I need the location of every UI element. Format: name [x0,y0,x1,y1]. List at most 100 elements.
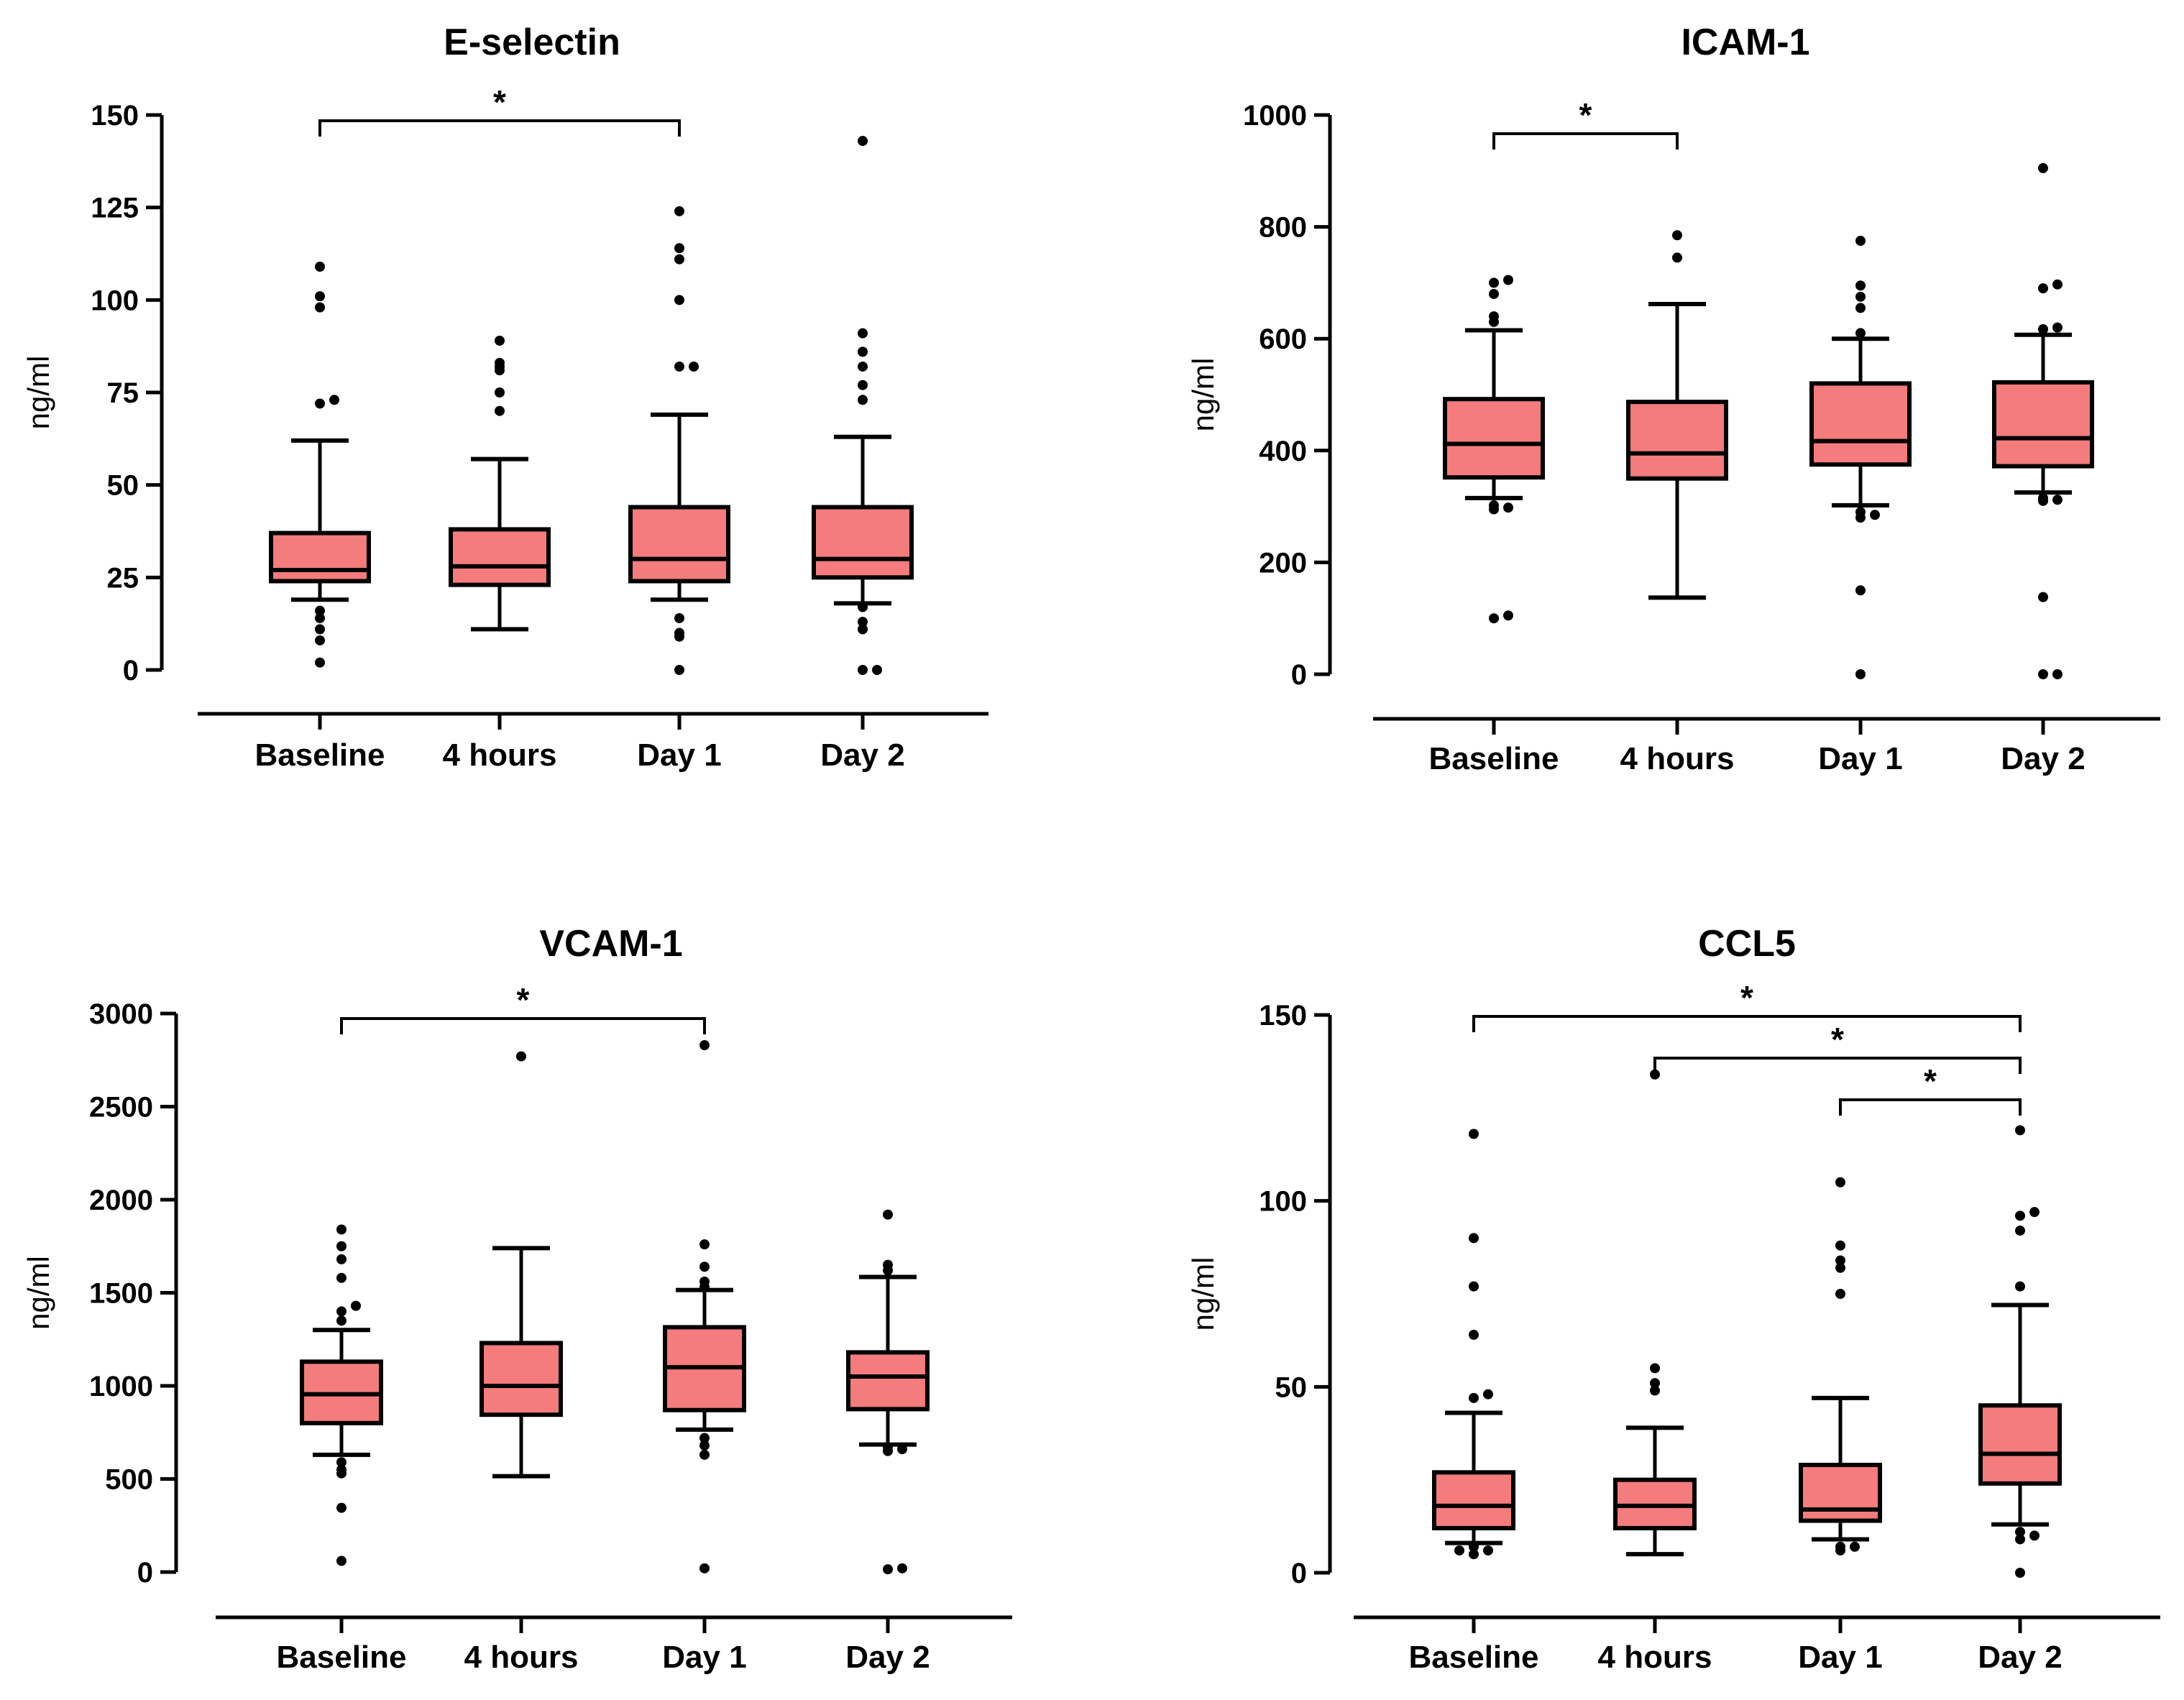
x-tick-label: Baseline [1409,1640,1539,1675]
outlier-point [1489,500,1499,511]
box-day-2 [1992,162,2094,679]
chart-title: E-selectin [444,22,620,63]
significance-star: * [493,83,506,121]
outlier-point [2038,162,2048,173]
outlier-point [2029,1530,2040,1541]
outlier-point [1835,1240,1845,1251]
outlier-point [2038,323,2048,334]
outlier-point [2038,669,2048,679]
outlier-point [495,335,505,346]
outlier-point [2015,1210,2025,1221]
outlier-point [858,602,868,612]
iqr-box [1809,381,1912,467]
outlier-point [699,1262,710,1272]
outlier-point [883,1209,893,1220]
outlier-point [1855,507,1866,518]
outlier-point [336,1306,347,1317]
outlier-point [336,1502,347,1513]
y-tick-label: 0 [123,655,139,686]
y-axis-label: ng/ml [22,356,55,430]
outlier-point [2038,283,2048,294]
y-tick-label: 1500 [89,1278,153,1310]
outlier-point [1855,303,1866,313]
outlier-point [872,665,882,675]
outlier-point [1835,1177,1845,1187]
outlier-point [883,1564,893,1575]
outlier-point [1469,1392,1479,1403]
y-tick-label: 0 [1291,1558,1307,1589]
y-tick-label: 25 [107,562,139,594]
outlier-point [495,357,505,368]
x-tick-label: Day 1 [662,1640,746,1675]
significance-star: * [1924,1062,1937,1100]
outlier-point [315,624,325,635]
outlier-point [1835,1541,1845,1552]
box-baseline [300,1224,383,1566]
y-tick-label: 100 [1259,1186,1307,1218]
box-day-1 [1799,1177,1882,1556]
x-tick-label: Day 2 [1978,1640,2062,1675]
outlier-point [674,612,684,623]
chart-title: CCL5 [1698,923,1796,965]
outlier-point [336,1556,347,1566]
outlier-point [1454,1545,1464,1556]
significance-star: * [1831,1021,1844,1058]
outlier-point [883,1442,893,1453]
outlier-point [2038,592,2048,602]
outlier-point [1469,1329,1479,1340]
outlier-point [1855,328,1866,339]
outlier-point [1483,1545,1493,1556]
y-tick-label: 0 [1291,659,1307,691]
outlier-point [315,605,325,616]
significance-star: * [1740,979,1753,1016]
outlier-point [336,1272,347,1283]
chart-panel-vcam-1: VCAM-1 ng/ml 0 500 1000 1500 2000 2500 3000 Basel… [22,923,1012,1675]
y-tick-label: 125 [91,193,139,224]
box-baseline [269,262,371,668]
box-day-2 [1978,1125,2062,1578]
outlier-point [897,1563,907,1573]
outlier-point [699,1440,710,1451]
outlier-point [1489,288,1499,299]
outlier-point [336,1464,347,1475]
outlier-point [699,1449,710,1460]
x-tick-label: Baseline [255,738,385,773]
box-day-2 [846,1209,930,1575]
outlier-point [336,1224,347,1235]
x-tick-label: 4 hours [443,738,557,773]
outlier-point [1503,610,1513,621]
iqr-box [1978,1403,2062,1486]
outlier-point [2015,1568,2025,1578]
iqr-box [1992,380,2094,469]
significance-star: * [1579,96,1592,134]
significance-bracket: * [340,981,706,1034]
outlier-point [336,1241,347,1251]
box-day-2 [812,136,914,675]
outlier-point [1650,1069,1660,1080]
outlier-point [2038,492,2048,503]
outlier-point [1469,1541,1479,1552]
outlier-point [1835,1262,1845,1273]
outlier-point [858,136,868,147]
outlier-point [2015,1281,2025,1292]
outlier-point [315,262,325,272]
outlier-point [1855,280,1866,291]
outlier-point [858,395,868,405]
outlier-point [495,387,505,398]
box-day-1 [1809,236,1912,679]
outlier-point [315,612,325,623]
box-day-1 [628,206,730,675]
box-baseline [1443,275,1545,624]
iqr-box [628,505,730,584]
significance-bracket: * [1492,96,1679,150]
chart-title: ICAM-1 [1681,22,1809,63]
outlier-point [1835,1255,1845,1266]
bracket-line [1492,132,1679,150]
iqr-box [449,527,551,587]
iqr-box [1799,1462,1882,1523]
outlier-point [315,302,325,313]
outlier-point [1503,275,1513,285]
y-axis-label: ng/ml [1186,1257,1220,1331]
outlier-point [858,380,868,390]
